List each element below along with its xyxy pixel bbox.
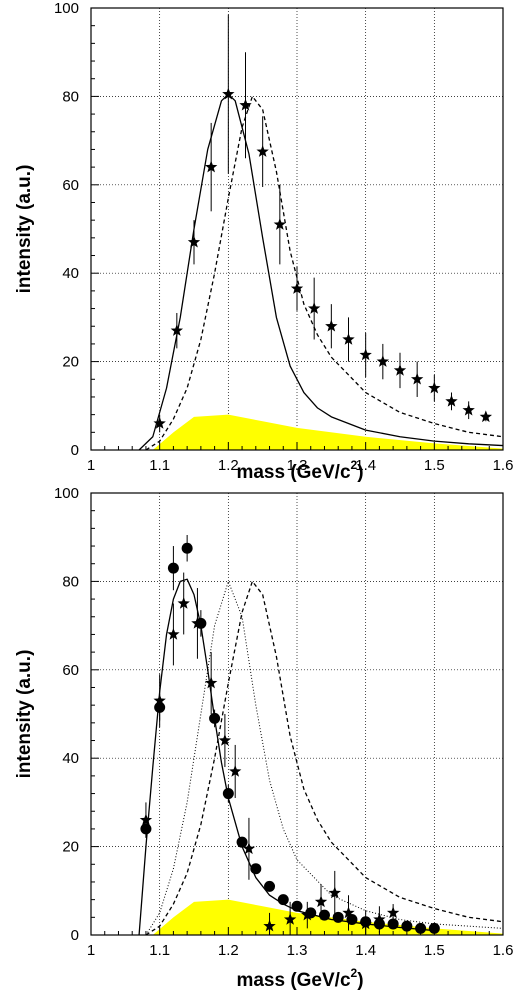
- star-marker: [139, 813, 153, 826]
- star-marker: [386, 906, 400, 919]
- axis-ticks: [90, 492, 504, 936]
- x-tick-label: 1.6: [493, 457, 514, 474]
- x-tick-label: 1.5: [424, 942, 445, 959]
- circle-points: [140, 534, 440, 934]
- x-tick-label: 1: [87, 457, 95, 474]
- star-marker: [256, 145, 269, 157]
- star-marker: [242, 842, 256, 855]
- star-marker: [222, 87, 235, 100]
- star-marker: [204, 676, 218, 689]
- star-marker: [479, 410, 493, 423]
- y-tick-label: 20: [62, 839, 79, 856]
- x-axis-title: mass (GeV/c2): [236, 458, 363, 483]
- solid-curve: [138, 93, 503, 450]
- dashed-curve: [145, 580, 503, 935]
- y-tick-label: 40: [62, 750, 79, 767]
- circle-marker: [250, 863, 262, 875]
- star-marker: [393, 363, 407, 376]
- x-tick-label: 1.3: [287, 457, 308, 474]
- circle-marker: [373, 918, 385, 930]
- circle-marker: [291, 900, 303, 912]
- star-marker: [359, 348, 372, 361]
- circle-marker: [222, 788, 234, 800]
- star-marker: [290, 282, 304, 294]
- star-marker: [177, 597, 190, 609]
- circle-marker: [305, 907, 317, 919]
- y-axis-title: intensity (a.u.): [14, 650, 35, 779]
- star-marker: [229, 764, 242, 777]
- y-tick-label: 60: [62, 177, 79, 194]
- circle-marker: [332, 911, 344, 923]
- axis-ticks: [90, 7, 504, 451]
- y-tick-label: 80: [62, 88, 79, 105]
- bottom-panel: 1 1.1 1.2 1.3 1.4 1.5 1.6 0 20 40 60 80 100 mass (GeV…: [14, 485, 513, 991]
- y-tick-label: 0: [71, 927, 79, 944]
- circle-marker: [415, 922, 427, 934]
- circle-marker: [401, 920, 413, 932]
- star-marker: [428, 381, 441, 394]
- star-marker: [445, 394, 458, 407]
- y-tick-label: 0: [71, 442, 79, 459]
- star-marker: [263, 919, 276, 932]
- y-tick-label: 80: [62, 573, 79, 590]
- circle-marker: [181, 542, 193, 554]
- x-tick-label: 1.6: [493, 942, 514, 959]
- x-tick-label: 1.3: [287, 942, 308, 959]
- circle-marker: [387, 918, 399, 930]
- circle-marker: [346, 914, 358, 926]
- y-axis-title: intensity (a.u.): [14, 165, 35, 294]
- circle-marker: [154, 701, 166, 713]
- star-points: [139, 572, 400, 935]
- y-tick-label: 40: [62, 265, 79, 282]
- x-tick-label: 1.1: [149, 457, 170, 474]
- star-marker: [187, 235, 201, 248]
- star-marker: [204, 160, 218, 173]
- x-tick-label: 1.5: [424, 457, 445, 474]
- x-tick-label: 1.2: [218, 457, 239, 474]
- circle-marker: [264, 880, 276, 892]
- circle-marker: [277, 894, 289, 906]
- circle-marker: [236, 836, 248, 848]
- star-marker: [325, 319, 338, 332]
- circle-marker: [360, 916, 372, 928]
- x-tick-label: 1.1: [149, 942, 170, 959]
- star-marker: [410, 372, 424, 385]
- dotted-curve: [145, 580, 503, 935]
- y-tick-label: 60: [62, 662, 79, 679]
- star-marker: [167, 627, 180, 640]
- star-marker: [153, 416, 166, 429]
- x-tick-label: 1.4: [355, 457, 376, 474]
- circle-marker: [318, 909, 330, 921]
- grid: [91, 8, 503, 450]
- y-tick-label: 100: [54, 0, 79, 17]
- star-marker: [376, 355, 390, 367]
- x-tick-label: 1.2: [218, 942, 239, 959]
- star-marker: [170, 324, 184, 336]
- y-tick-label: 100: [54, 485, 79, 502]
- circle-marker: [195, 617, 207, 629]
- star-marker: [462, 403, 475, 416]
- grid: [91, 493, 503, 935]
- x-tick-label: 1.4: [355, 942, 376, 959]
- dashed-curve: [145, 95, 503, 450]
- circle-marker: [140, 823, 152, 835]
- star-marker: [273, 218, 287, 230]
- top-panel: 1 1.1 1.2 1.3 1.4 1.5 1.6 0 20 40 60 80 100 mass (GeV…: [14, 0, 513, 483]
- star-marker: [307, 302, 321, 314]
- star-marker: [328, 886, 341, 899]
- star-marker: [239, 98, 252, 111]
- star-marker: [342, 333, 355, 345]
- circle-marker: [209, 712, 221, 724]
- star-marker: [342, 906, 355, 919]
- star-marker: [283, 913, 297, 925]
- star-marker: [314, 895, 328, 908]
- circle-marker: [167, 562, 179, 574]
- x-tick-label: 1: [87, 942, 95, 959]
- background-band: [152, 414, 503, 450]
- y-tick-label: 20: [62, 354, 79, 371]
- star-marker: [218, 734, 232, 746]
- x-axis-title: mass (GeV/c2): [236, 966, 363, 991]
- star-points: [153, 14, 493, 433]
